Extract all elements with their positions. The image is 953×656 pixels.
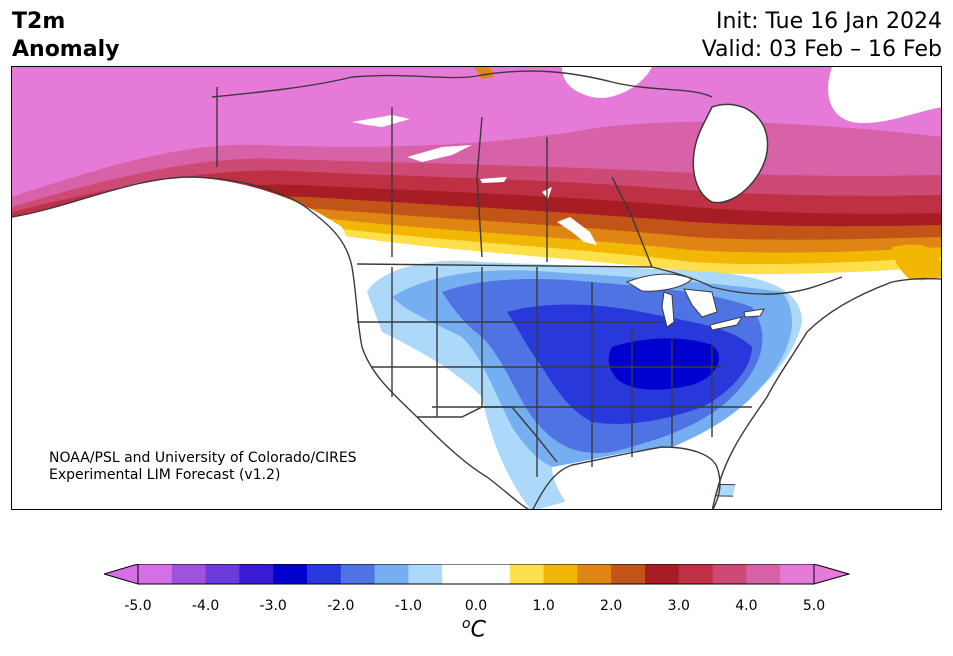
colorbar-cell <box>611 564 646 584</box>
lake-ontario <box>743 308 765 318</box>
hudson-bay <box>692 103 769 204</box>
colorbar-tick-label: -3.0 <box>259 598 287 614</box>
gulf-of-mexico <box>552 447 719 509</box>
baffin-bay <box>828 67 941 123</box>
lake-athabasca <box>480 177 507 183</box>
colorbar-cell <box>476 564 511 584</box>
colorbar-cell <box>678 564 714 584</box>
canada-province-2 <box>476 116 483 258</box>
valid-range: Valid: 03 Feb – 16 Feb <box>701 37 942 62</box>
colorbar-frame <box>137 564 815 585</box>
us-canada-border <box>356 263 843 295</box>
atlantic-coast <box>711 277 941 509</box>
colorbar-cell <box>712 564 747 584</box>
cold-band-core <box>608 338 720 390</box>
arctic-coast <box>211 70 713 98</box>
colorbar-low-extend <box>104 564 139 585</box>
colorbar-tick-label: 0.0 <box>464 598 488 614</box>
forecast-dates: Init: Tue 16 Jan 2024 Valid: 03 Feb – 16… <box>702 8 942 64</box>
pacific-coast <box>311 211 530 509</box>
colorbar-tick-label: -4.0 <box>191 598 220 614</box>
colorbar-tick-label: 2.0 <box>600 598 623 614</box>
colorbar-cell <box>442 564 477 584</box>
pacific-ocean <box>12 177 529 509</box>
unit-text: C <box>470 617 486 643</box>
colorbar-cell <box>509 564 545 584</box>
colorbar-tick-label: 5.0 <box>802 598 826 614</box>
atlantic-ocean <box>732 279 941 509</box>
colorbar-cell <box>340 564 376 584</box>
colorbar-tick-label: -2.0 <box>327 598 355 614</box>
colorbar-tick-label: -5.0 <box>124 598 152 614</box>
lake-erie <box>709 316 744 331</box>
credit-line-2: Experimental LIM Forecast (v1.2) <box>49 467 281 483</box>
colorbar-cell <box>273 564 308 584</box>
credit-text: NOAA/PSL and University of Colorado/CIRE… <box>49 450 357 484</box>
colorbar-tick-label: 4.0 <box>735 598 758 614</box>
arctic-channels <box>562 67 652 98</box>
great-slave-lake <box>407 145 472 162</box>
us-mexico-border <box>417 406 558 463</box>
colorbar-tick-label: 1.0 <box>532 598 555 614</box>
title-line-2: Anomaly <box>12 37 120 62</box>
colorbar-cell <box>239 564 274 584</box>
canada-province-4 <box>611 176 653 268</box>
colorbar-cell <box>780 564 815 584</box>
lake-huron <box>683 288 718 318</box>
colorbar-cell <box>577 564 612 584</box>
init-date: Init: Tue 16 Jan 2024 <box>715 9 942 34</box>
colorbar-cell <box>307 564 342 584</box>
colorbar-cell <box>408 564 443 584</box>
map-title: T2m Anomaly <box>12 8 119 64</box>
credit-line-1: NOAA/PSL and University of Colorado/CIRE… <box>49 450 357 466</box>
map-canvas <box>12 67 941 509</box>
colorbar-cell <box>171 564 207 584</box>
cold-anomaly-field <box>367 260 802 509</box>
colorbar-cell <box>374 564 409 584</box>
colorbar-tick-label: 3.0 <box>667 598 690 614</box>
unit-label: oC <box>462 616 486 642</box>
lake-winnipeg <box>557 217 597 245</box>
great-bear-lake <box>352 115 410 127</box>
lake-michigan <box>661 291 675 328</box>
colorbar-cell <box>138 564 173 584</box>
borders <box>12 70 941 509</box>
title-line-1: T2m <box>12 9 66 34</box>
anomaly-map <box>11 66 942 510</box>
colorbar-cell <box>543 564 578 584</box>
unit-superscript: o <box>462 616 471 632</box>
gulf-coast <box>532 446 721 509</box>
colorbar <box>104 564 850 585</box>
colorbar-cell <box>746 564 781 584</box>
alaska-coast <box>12 176 313 218</box>
arctic-warm-spot <box>474 67 494 79</box>
warm-band-magenta <box>12 67 941 197</box>
colorbar-cell <box>205 564 240 584</box>
colorbar-tick-label: -1.0 <box>394 598 423 614</box>
colorbar-high-extend <box>813 564 850 585</box>
ocean-mask <box>12 67 941 509</box>
colorbar-cell <box>645 564 680 584</box>
labrador-warm-edge <box>892 244 941 282</box>
